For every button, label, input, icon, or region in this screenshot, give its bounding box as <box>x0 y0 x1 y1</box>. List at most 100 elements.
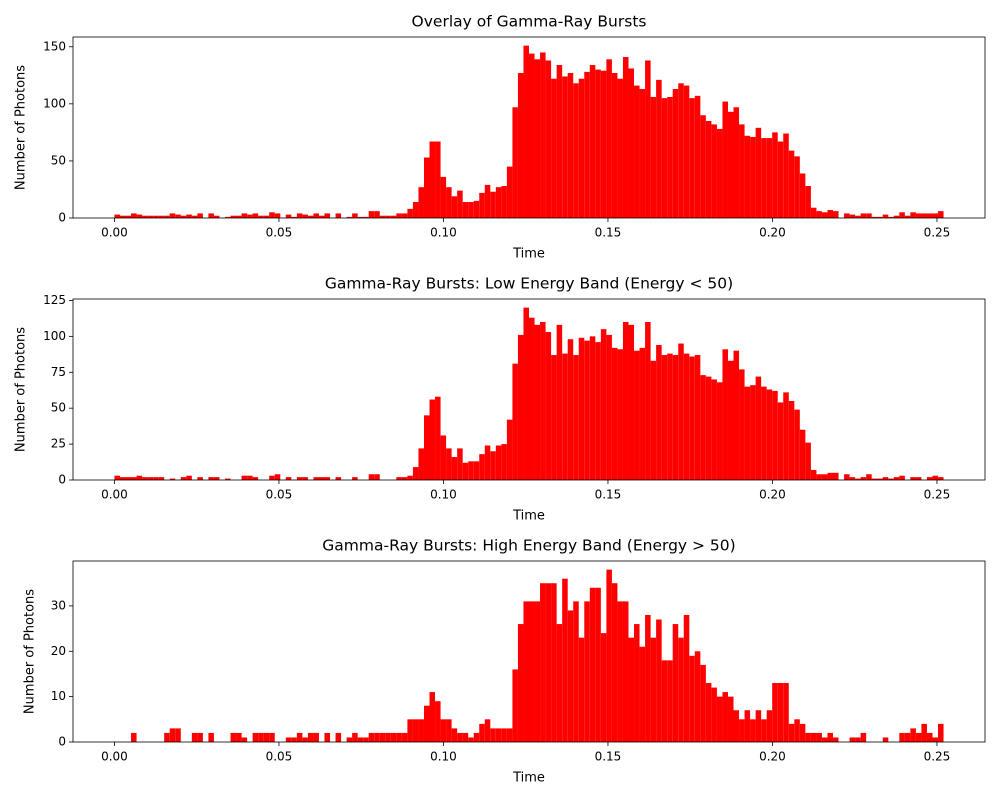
bar <box>495 728 502 742</box>
bar <box>318 215 325 218</box>
y-axis-label: Number of Photons <box>14 65 29 190</box>
bar <box>600 329 607 480</box>
bar <box>440 176 447 218</box>
bar <box>197 732 203 742</box>
bar <box>799 723 806 742</box>
bar <box>247 475 253 480</box>
bar <box>766 710 773 742</box>
bar <box>506 728 513 742</box>
bar <box>147 215 154 218</box>
bar <box>645 60 651 218</box>
x-axis-label: Time <box>512 247 545 262</box>
bar <box>164 215 170 218</box>
bar <box>744 135 751 218</box>
bar <box>368 732 375 742</box>
bar <box>678 343 684 480</box>
x-tick-label: 0.25 <box>924 488 951 502</box>
bar <box>694 355 701 480</box>
x-axis-label: Time <box>512 771 545 786</box>
chart-title: Gamma-Ray Bursts: High Energy Band (Ener… <box>322 537 735 555</box>
bar <box>506 419 513 480</box>
x-axis-label: Time <box>512 509 545 524</box>
y-tick-label: 75 <box>51 365 66 379</box>
bar <box>274 213 281 218</box>
bar <box>656 619 662 742</box>
bar <box>407 208 413 218</box>
axes-frame <box>72 298 986 481</box>
bar <box>678 637 684 742</box>
y-tick-label: 20 <box>51 644 66 658</box>
bar <box>534 601 541 742</box>
bar <box>451 196 458 218</box>
bar <box>125 215 132 218</box>
bar <box>921 213 927 218</box>
bar <box>711 124 717 218</box>
bar <box>567 339 574 480</box>
y-tick-label: 100 <box>43 329 66 343</box>
bar <box>468 461 474 480</box>
bar <box>385 732 391 742</box>
bar <box>716 128 723 218</box>
bar <box>672 355 679 480</box>
bar <box>136 475 143 480</box>
bar <box>551 583 557 742</box>
bar <box>180 477 187 480</box>
bar <box>501 728 507 742</box>
bar <box>667 660 673 742</box>
bar <box>131 213 137 218</box>
bar <box>462 732 469 742</box>
bar <box>833 737 839 742</box>
bar <box>446 187 452 218</box>
bar <box>302 737 308 742</box>
bar <box>379 215 386 218</box>
bar <box>451 728 458 742</box>
bar <box>650 96 657 218</box>
bar <box>213 215 220 218</box>
bar <box>440 719 447 742</box>
x-tick-label: 0.20 <box>759 488 786 502</box>
y-tick-label: 125 <box>43 293 66 307</box>
bar <box>938 477 944 480</box>
bar <box>882 214 889 218</box>
x-tick-label: 0.00 <box>101 488 128 502</box>
x-tick-label: 0.15 <box>595 226 622 240</box>
bar <box>119 477 126 480</box>
bar <box>672 624 679 742</box>
bar <box>766 138 773 218</box>
bar <box>335 732 342 742</box>
bar <box>888 216 894 218</box>
bar <box>810 732 817 742</box>
bar <box>700 664 706 742</box>
bar <box>429 692 436 742</box>
bar <box>307 215 314 218</box>
bar <box>866 213 872 218</box>
bar <box>882 477 889 480</box>
bar <box>374 732 380 742</box>
bar <box>744 386 751 480</box>
bar <box>794 156 800 218</box>
bar <box>258 732 264 742</box>
bar <box>777 141 784 218</box>
bar <box>473 461 480 480</box>
bar <box>567 73 574 219</box>
bar <box>860 732 867 742</box>
bar <box>772 683 778 742</box>
bar <box>750 719 756 742</box>
bar <box>175 728 181 742</box>
bar <box>860 213 867 218</box>
bar <box>683 614 690 742</box>
bar <box>186 475 192 480</box>
bar <box>617 349 623 480</box>
bar <box>269 732 275 742</box>
y-axis-label: Number of Photons <box>23 589 38 714</box>
bar <box>462 462 469 480</box>
bar <box>512 363 518 480</box>
bar <box>324 477 331 480</box>
bar <box>827 732 833 742</box>
bar <box>805 732 811 742</box>
bar <box>263 215 270 218</box>
bar <box>423 705 430 742</box>
bar <box>573 355 579 480</box>
bar <box>827 210 833 218</box>
x-tick-label: 0.20 <box>759 750 786 764</box>
